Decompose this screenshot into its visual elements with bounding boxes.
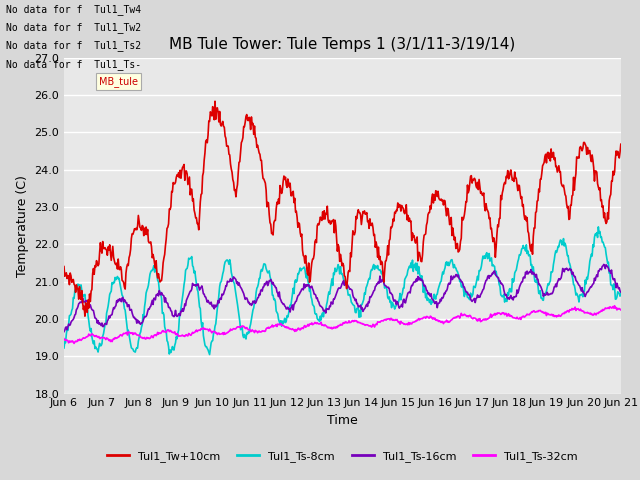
Title: MB Tule Tower: Tule Temps 1 (3/1/11-3/19/14): MB Tule Tower: Tule Temps 1 (3/1/11-3/19… bbox=[169, 37, 516, 52]
Text: No data for f  Tul1_Ts2: No data for f Tul1_Ts2 bbox=[6, 40, 141, 51]
Text: No data for f  Tul1_Tw2: No data for f Tul1_Tw2 bbox=[6, 22, 141, 33]
Legend: Tul1_Tw+10cm, Tul1_Ts-8cm, Tul1_Ts-16cm, Tul1_Ts-32cm: Tul1_Tw+10cm, Tul1_Ts-8cm, Tul1_Ts-16cm,… bbox=[103, 446, 582, 466]
Text: No data for f  Tul1_Tw4: No data for f Tul1_Tw4 bbox=[6, 4, 141, 15]
X-axis label: Time: Time bbox=[327, 414, 358, 427]
Text: No data for f  Tul1_Ts-: No data for f Tul1_Ts- bbox=[6, 59, 141, 70]
Y-axis label: Temperature (C): Temperature (C) bbox=[16, 175, 29, 276]
Text: MB_tule: MB_tule bbox=[99, 76, 138, 87]
